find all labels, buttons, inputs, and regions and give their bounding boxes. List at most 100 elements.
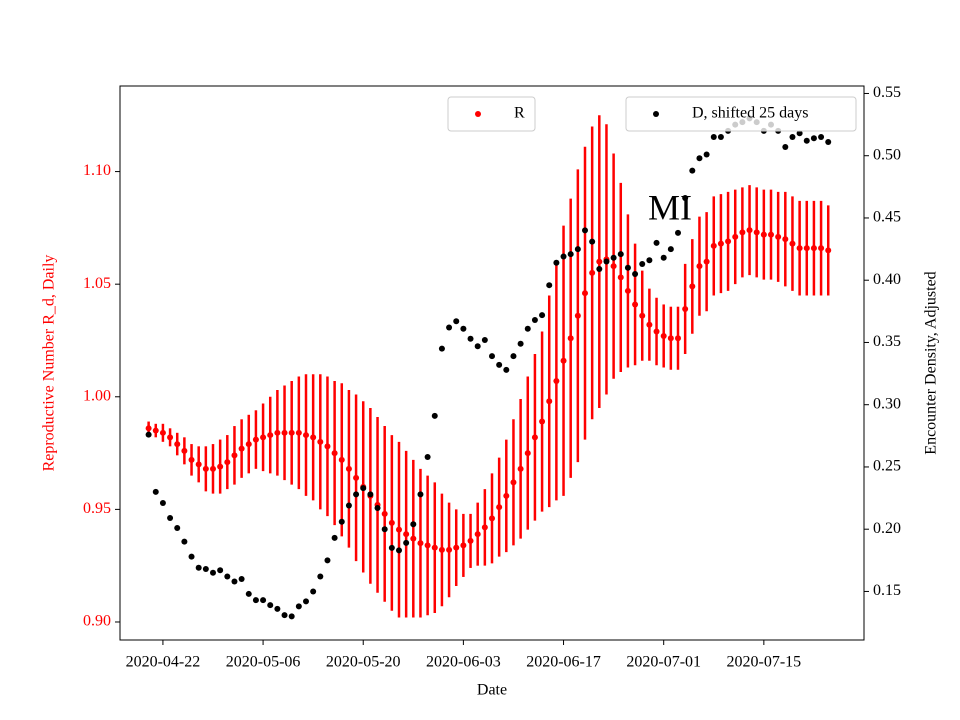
point — [410, 535, 417, 542]
y2-tick-label: 0.50 — [873, 146, 901, 163]
x-tick-label: 2020-04-22 — [126, 654, 201, 671]
point — [574, 246, 581, 253]
point — [546, 398, 553, 405]
point — [438, 546, 445, 553]
point — [496, 504, 503, 511]
point — [782, 236, 789, 243]
point — [810, 245, 817, 252]
point — [331, 450, 338, 457]
point — [703, 258, 710, 265]
point — [367, 491, 374, 498]
point — [238, 575, 245, 582]
point — [152, 427, 159, 434]
point — [252, 436, 259, 443]
x-tick-label: 2020-06-03 — [426, 654, 501, 671]
point — [381, 510, 388, 517]
point — [474, 531, 481, 538]
point — [467, 335, 474, 342]
point — [710, 242, 717, 249]
point — [717, 134, 724, 141]
point — [288, 613, 295, 620]
point — [646, 257, 653, 264]
point — [231, 578, 238, 585]
point — [260, 597, 267, 604]
point — [438, 345, 445, 352]
point — [331, 534, 338, 541]
point — [245, 590, 252, 597]
point — [632, 270, 639, 277]
point — [460, 325, 467, 332]
point — [660, 254, 667, 261]
point — [388, 544, 395, 551]
point — [353, 474, 360, 481]
point — [217, 567, 224, 574]
point — [238, 445, 245, 452]
point — [202, 465, 209, 472]
point — [181, 538, 188, 545]
point — [553, 259, 560, 266]
point — [546, 282, 553, 289]
y2-tick-label: 0.20 — [873, 520, 901, 537]
point — [481, 336, 488, 343]
point — [667, 335, 674, 342]
point — [460, 542, 467, 549]
point — [145, 431, 152, 438]
point — [424, 542, 431, 549]
point — [195, 461, 202, 468]
y-tick-label: 1.10 — [83, 162, 111, 179]
point — [560, 253, 567, 260]
point — [703, 151, 710, 158]
point — [603, 258, 610, 265]
plot-frame — [119, 85, 865, 641]
point — [818, 245, 825, 252]
point — [639, 312, 646, 319]
point — [503, 492, 510, 499]
point — [210, 569, 216, 576]
point — [617, 251, 624, 258]
point — [517, 465, 524, 472]
annotation: MI — [648, 187, 692, 227]
y2-tick-label: 0.55 — [873, 84, 901, 101]
point — [524, 325, 531, 332]
point — [474, 343, 481, 350]
point — [825, 247, 832, 254]
y2-tick-label: 0.35 — [873, 333, 901, 350]
point — [446, 546, 453, 553]
point — [403, 539, 410, 546]
point — [274, 429, 281, 436]
point — [617, 274, 624, 281]
point — [188, 553, 195, 560]
point — [589, 269, 596, 276]
point — [610, 254, 617, 261]
point — [467, 537, 474, 544]
point — [503, 366, 510, 373]
point — [317, 438, 324, 445]
point — [417, 491, 424, 498]
legend-label: D, shifted 25 days — [692, 105, 808, 122]
y2-tick-label: 0.15 — [873, 582, 901, 599]
point — [303, 598, 309, 605]
x-tick-label: 2020-05-20 — [326, 654, 401, 671]
y-tick-label: 0.95 — [83, 500, 111, 517]
point — [295, 603, 302, 610]
point — [667, 246, 674, 253]
point — [260, 434, 267, 441]
y2-axis-label: Encounter Density, Adjusted — [923, 271, 940, 454]
y2-tick-label: 0.45 — [873, 209, 901, 226]
point — [360, 485, 367, 492]
point — [210, 465, 216, 472]
point — [195, 564, 202, 571]
point — [403, 531, 410, 538]
point — [267, 432, 274, 439]
point — [345, 465, 352, 472]
point — [596, 258, 603, 265]
point — [510, 479, 517, 486]
point — [639, 261, 646, 268]
point — [281, 612, 288, 619]
point — [202, 566, 209, 573]
point — [717, 240, 724, 247]
point — [696, 155, 703, 162]
point — [624, 287, 631, 294]
point — [768, 231, 774, 238]
